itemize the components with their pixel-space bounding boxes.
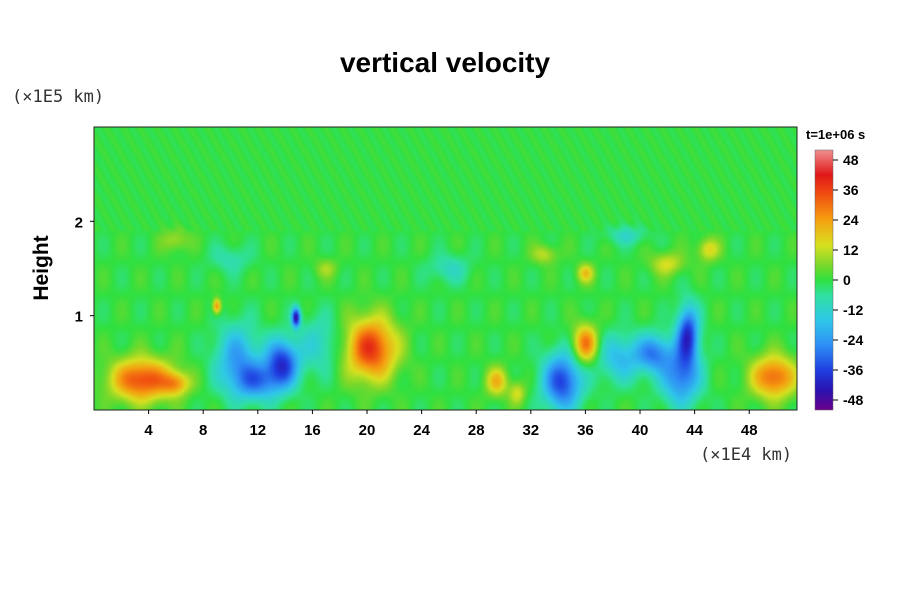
colorbar-tick-label: -24 bbox=[843, 332, 863, 348]
x-unit-label: (×1E4 km) bbox=[700, 445, 792, 465]
y-tick-label: 1 bbox=[75, 309, 83, 326]
colorbar bbox=[814, 149, 834, 411]
colorbar-tick-label: 24 bbox=[843, 212, 859, 228]
y-axis-ticks: 12 bbox=[75, 214, 94, 326]
y-tick-label: 2 bbox=[75, 214, 83, 231]
chart-title: vertical velocity bbox=[340, 47, 551, 78]
x-tick-label: 36 bbox=[577, 422, 594, 439]
x-tick-label: 48 bbox=[741, 422, 758, 439]
colorbar-tick-label: -48 bbox=[843, 392, 863, 408]
heatmap-field bbox=[94, 127, 797, 410]
colorbar-tick-label: -12 bbox=[843, 302, 863, 318]
x-tick-label: 16 bbox=[304, 422, 321, 439]
colorbar-tick-label: 12 bbox=[843, 242, 859, 258]
heatmap-upper-texture bbox=[94, 132, 797, 219]
x-tick-label: 20 bbox=[359, 422, 376, 439]
colorbar-tick-label: 48 bbox=[843, 152, 859, 168]
x-axis-ticks: 4 8 12 16 20 24 28 32 36 40 44 48 bbox=[144, 410, 758, 439]
x-tick-label: 44 bbox=[686, 422, 703, 439]
colorbar-tick-label: -36 bbox=[843, 362, 863, 378]
x-tick-label: 12 bbox=[249, 422, 266, 439]
y-axis-label: Height bbox=[30, 235, 53, 300]
colorbar-tick-label: 0 bbox=[843, 272, 851, 288]
colorbar-tick-label: 36 bbox=[843, 182, 859, 198]
time-label: t=1e+06 s bbox=[806, 127, 865, 142]
colorbar-ticks: 48 36 24 12 0 -12 -24 -36 -48 bbox=[833, 152, 863, 408]
y-unit-label: (×1E5 km) bbox=[12, 87, 104, 107]
plot-frame bbox=[93, 126, 798, 411]
x-tick-label: 24 bbox=[413, 422, 430, 439]
x-tick-label: 4 bbox=[144, 422, 153, 439]
x-tick-label: 40 bbox=[632, 422, 649, 439]
x-tick-label: 8 bbox=[199, 422, 207, 439]
x-tick-label: 32 bbox=[522, 422, 539, 439]
x-tick-label: 28 bbox=[468, 422, 485, 439]
